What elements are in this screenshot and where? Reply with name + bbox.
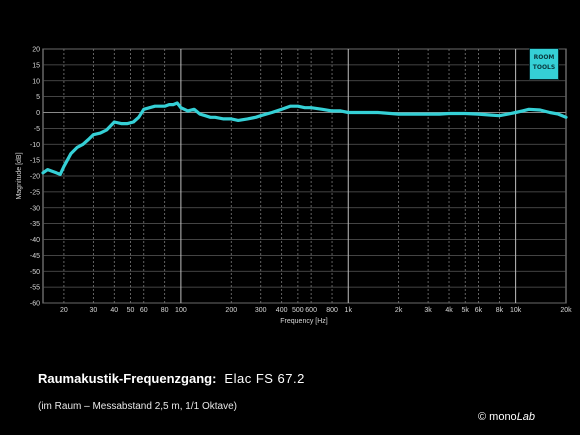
y-tick-label: -35 [30,221,40,228]
x-tick-label: 6k [475,307,483,314]
y-tick-label: 15 [32,62,40,69]
y-tick-label: -25 [30,189,40,196]
x-axis-label: Frequency [Hz] [280,318,328,325]
x-tick-label: 400 [276,307,288,314]
x-tick-label: 4k [445,307,453,314]
copyright-suffix: Lab [516,411,536,423]
x-tick-label: 20k [560,307,572,314]
x-tick-label: 500 [292,307,304,314]
logo-line-2: TOOLS [532,64,556,71]
y-tick-label: 20 [32,47,40,54]
y-tick-label: -5 [34,126,40,133]
room-tools-logo: ROOM TOOLS [529,48,559,80]
x-tick-label: 60 [140,307,148,314]
x-tick-label: 200 [225,307,237,314]
y-tick-label: 0 [36,110,40,117]
x-tick-label: 5k [462,307,470,314]
y-tick-label: 10 [32,78,40,85]
x-tick-label: 3k [424,307,432,314]
x-grid [63,49,517,303]
response-curve [41,101,568,176]
copyright: © monoLab [478,411,535,423]
y-tick-label: -40 [30,237,40,244]
y-tick-label: -45 [30,253,40,260]
x-tick-label: 30 [89,307,97,314]
frequency-response-chart: 20151050-5-10-15-20-25-30-35-40-45-50-55… [16,47,572,326]
x-tick-label: 80 [161,307,169,314]
x-tick-labels: 20 30 40 50 60 80 100 200 300 400 500 600 800 1k 2k 3k 4… [60,307,572,314]
x-tick-label: 1k [345,307,353,314]
x-tick-label: 50 [127,307,135,314]
x-tick-label: 800 [326,307,338,314]
y-tick-label: -15 [30,158,40,165]
y-tick-label: -10 [30,142,40,149]
y-tick-label: -50 [30,269,40,276]
x-tick-label: 8k [496,307,504,314]
caption-title-row: Raumakustik-Frequenzgang: Elac FS 67.2 [38,371,305,386]
x-tick-label: 10k [510,307,522,314]
x-tick-label: 100 [175,307,187,314]
x-tick-label: 600 [305,307,317,314]
x-tick-label: 2k [395,307,403,314]
x-tick-label: 20 [60,307,68,314]
caption-model: Elac FS 67.2 [224,371,305,386]
caption-title: Raumakustik-Frequenzgang: [38,371,217,386]
y-axis-label: Magnitude [dB] [16,152,23,199]
copyright-prefix: © mono [478,411,517,423]
x-tick-label: 40 [110,307,118,314]
logo-line-1: ROOM [533,54,555,61]
y-tick-label: -30 [30,205,40,212]
caption-subtitle: (im Raum – Messabstand 2,5 m, 1/1 Oktave… [38,401,237,412]
y-tick-label: -20 [30,174,40,181]
x-tick-label: 300 [255,307,267,314]
y-tick-label: -55 [30,285,40,292]
y-tick-label: -60 [30,301,40,308]
y-tick-label: 5 [36,94,40,101]
y-tick-labels: 20 15 10 5 0 -5 -10 -15 -20 -25 -30 -35 -40 -45 -50 -55… [30,47,40,308]
